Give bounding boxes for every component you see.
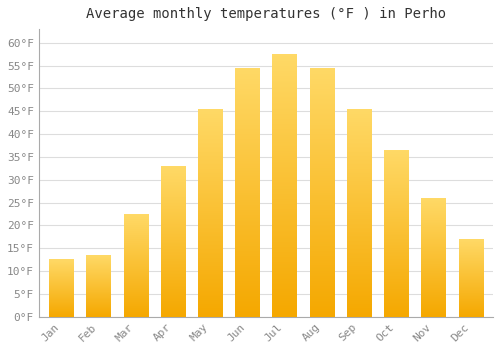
Title: Average monthly temperatures (°F ) in Perho: Average monthly temperatures (°F ) in Pe… [86,7,446,21]
